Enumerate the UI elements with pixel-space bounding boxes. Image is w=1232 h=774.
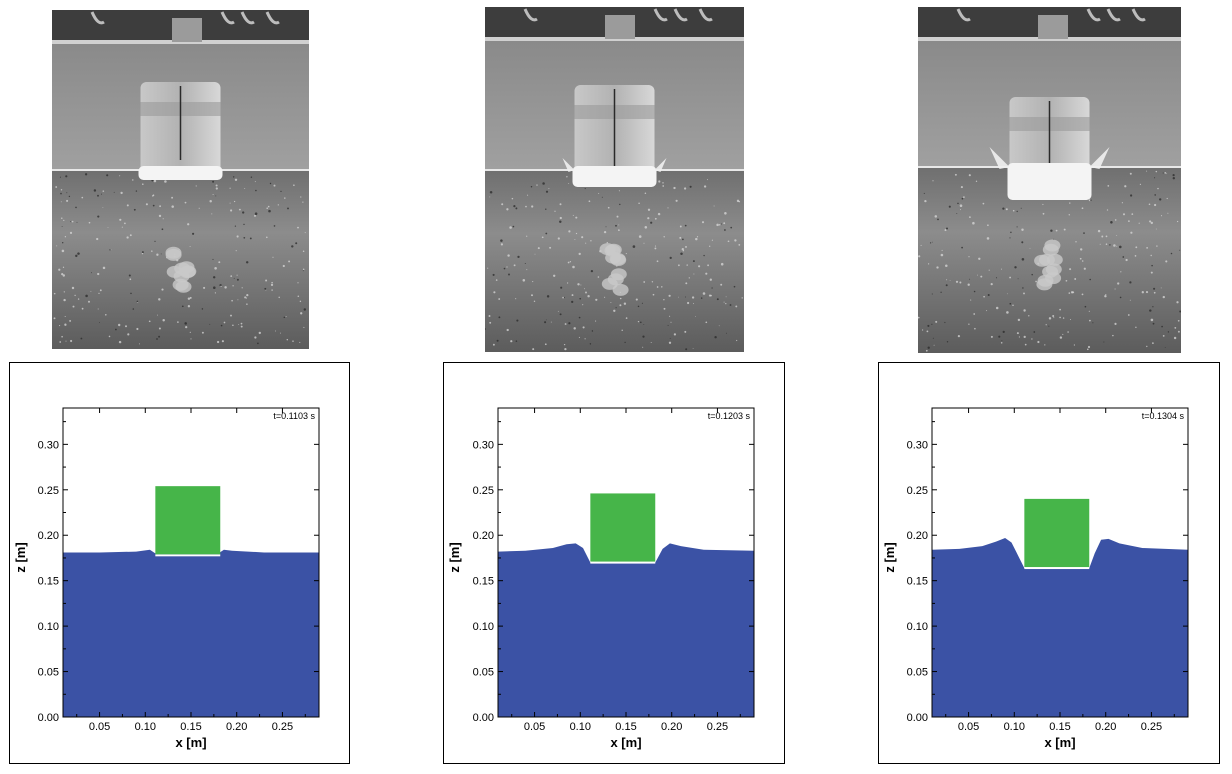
y-tick-label: 0.00: [907, 712, 928, 724]
x-tick-label: 0.10: [570, 721, 591, 733]
water-region: [498, 543, 754, 717]
y-tick-label: 0.15: [38, 576, 59, 588]
y-tick-label: 0.20: [473, 530, 494, 542]
x-tick-label: 0.20: [661, 721, 682, 733]
body-bottom-edge: [590, 561, 656, 564]
simulation-plot-1: 0.05 0.10 0.15 0.20 0.25 0.00 0.05 0.10 0.15 0.20…: [9, 362, 350, 764]
y-tick-label: 0.20: [907, 530, 928, 542]
plot-svg: 0.05 0.10 0.15 0.20 0.25 0.00 0.05 0.10 0.15 0.20…: [447, 407, 755, 750]
x-tick-label: 0.25: [272, 721, 293, 733]
y-tick-label: 0.05: [907, 667, 928, 679]
y-tick-label: 0.00: [473, 712, 494, 724]
x-tick-label: 0.25: [1141, 721, 1162, 733]
y-tick-label: 0.25: [907, 485, 928, 497]
x-tick-label: 0.15: [1049, 721, 1070, 733]
y-axis-label: z [m]: [447, 542, 462, 572]
x-tick-label: 0.05: [89, 721, 110, 733]
x-tick-label: 0.20: [1095, 721, 1116, 733]
floating-body: [590, 493, 656, 562]
y-tick-label: 0.10: [38, 621, 59, 633]
floating-body: [1024, 498, 1090, 568]
photo-image: [52, 10, 309, 349]
y-tick-label: 0.30: [38, 439, 59, 451]
photo-image: [918, 7, 1181, 353]
y-tick-label: 0.10: [907, 621, 928, 633]
y-tick-label: 0.10: [473, 621, 494, 633]
simulation-plot-3: 0.05 0.10 0.15 0.20 0.25 0.00 0.05 0.10 0.15 0.20…: [878, 362, 1220, 764]
time-label: t=0.1203 s: [708, 411, 751, 421]
x-axis-label: x [m]: [610, 735, 641, 750]
body-bottom-edge: [155, 554, 221, 557]
experiment-photo-2: [485, 7, 744, 352]
x-tick-label: 0.10: [1004, 721, 1025, 733]
y-tick-label: 0.15: [473, 576, 494, 588]
x-tick-label: 0.05: [524, 721, 545, 733]
body-bottom-edge: [1024, 567, 1090, 570]
y-tick-label: 0.15: [907, 576, 928, 588]
plot-svg: 0.05 0.10 0.15 0.20 0.25 0.00 0.05 0.10 0.15 0.20…: [882, 407, 1189, 750]
time-label: t=0.1103 s: [273, 411, 315, 421]
x-tick-label: 0.05: [958, 721, 979, 733]
photo-image: [485, 7, 744, 352]
y-tick-label: 0.00: [38, 712, 59, 724]
time-label: t=0.1304 s: [1142, 411, 1185, 421]
water-region: [932, 538, 1188, 717]
x-tick-label: 0.25: [707, 721, 728, 733]
x-tick-label: 0.15: [180, 721, 201, 733]
y-axis-label: z [m]: [882, 542, 897, 572]
y-tick-label: 0.30: [907, 439, 928, 451]
x-axis-label: x [m]: [175, 735, 206, 750]
simulation-plot-2: 0.05 0.10 0.15 0.20 0.25 0.00 0.05 0.10 0.15 0.20…: [443, 362, 785, 764]
plot-svg: 0.05 0.10 0.15 0.20 0.25 0.00 0.05 0.10 0.15 0.20…: [13, 407, 320, 750]
y-tick-label: 0.25: [38, 485, 59, 497]
experiment-photo-3: [918, 7, 1181, 353]
experiment-photo-1: [52, 10, 309, 349]
y-axis-label: z [m]: [13, 542, 28, 572]
y-tick-label: 0.05: [38, 667, 59, 679]
x-axis-label: x [m]: [1044, 735, 1075, 750]
floating-body: [155, 486, 221, 555]
y-tick-label: 0.30: [473, 439, 494, 451]
y-tick-label: 0.05: [473, 667, 494, 679]
y-tick-label: 0.20: [38, 530, 59, 542]
x-tick-label: 0.20: [226, 721, 247, 733]
x-tick-label: 0.10: [135, 721, 156, 733]
water-region: [63, 549, 319, 717]
x-tick-label: 0.15: [615, 721, 636, 733]
y-tick-label: 0.25: [473, 485, 494, 497]
